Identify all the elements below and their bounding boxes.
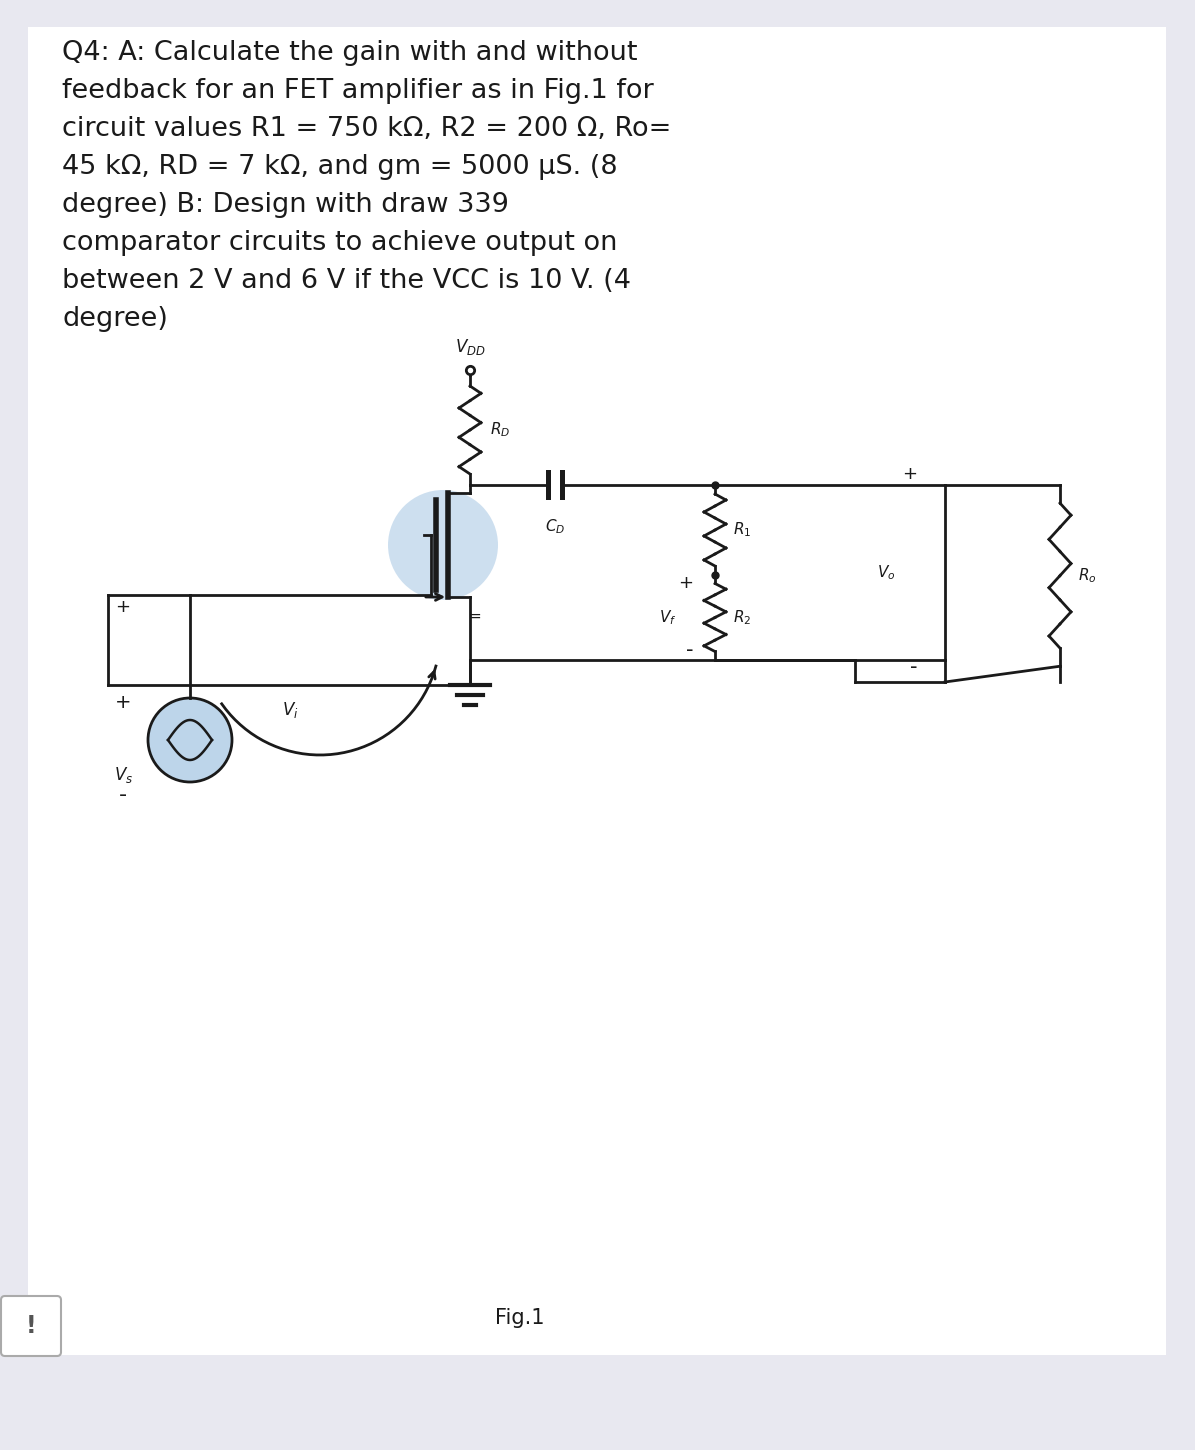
Circle shape [148, 697, 232, 782]
Circle shape [388, 490, 498, 600]
Text: -: - [120, 784, 127, 805]
Text: $R_D$: $R_D$ [490, 420, 510, 439]
Text: -: - [686, 639, 693, 660]
Text: $C_D$: $C_D$ [545, 518, 565, 535]
Text: $R_1$: $R_1$ [733, 521, 752, 539]
Text: $V_f$: $V_f$ [660, 608, 678, 626]
Text: $V_s$: $V_s$ [114, 766, 133, 784]
FancyBboxPatch shape [27, 28, 1166, 1354]
Text: $R_2$: $R_2$ [733, 608, 752, 626]
Text: +: + [678, 574, 693, 592]
Text: Q4: A: Calculate the gain with and without
feedback for an FET amplifier as in F: Q4: A: Calculate the gain with and witho… [62, 41, 672, 332]
Text: $V_o$: $V_o$ [877, 563, 895, 581]
Text: $R_o$: $R_o$ [1078, 567, 1097, 584]
Text: -: - [909, 657, 917, 677]
Text: !: ! [25, 1314, 36, 1338]
Text: $V_{DD}$: $V_{DD}$ [454, 336, 485, 357]
Text: Fig.1: Fig.1 [495, 1308, 545, 1328]
Text: +: + [902, 465, 917, 483]
Text: =: = [468, 609, 482, 624]
Text: +: + [115, 693, 131, 712]
Text: +: + [116, 597, 130, 616]
FancyBboxPatch shape [1, 1296, 61, 1356]
Text: $V_i$: $V_i$ [282, 700, 299, 721]
